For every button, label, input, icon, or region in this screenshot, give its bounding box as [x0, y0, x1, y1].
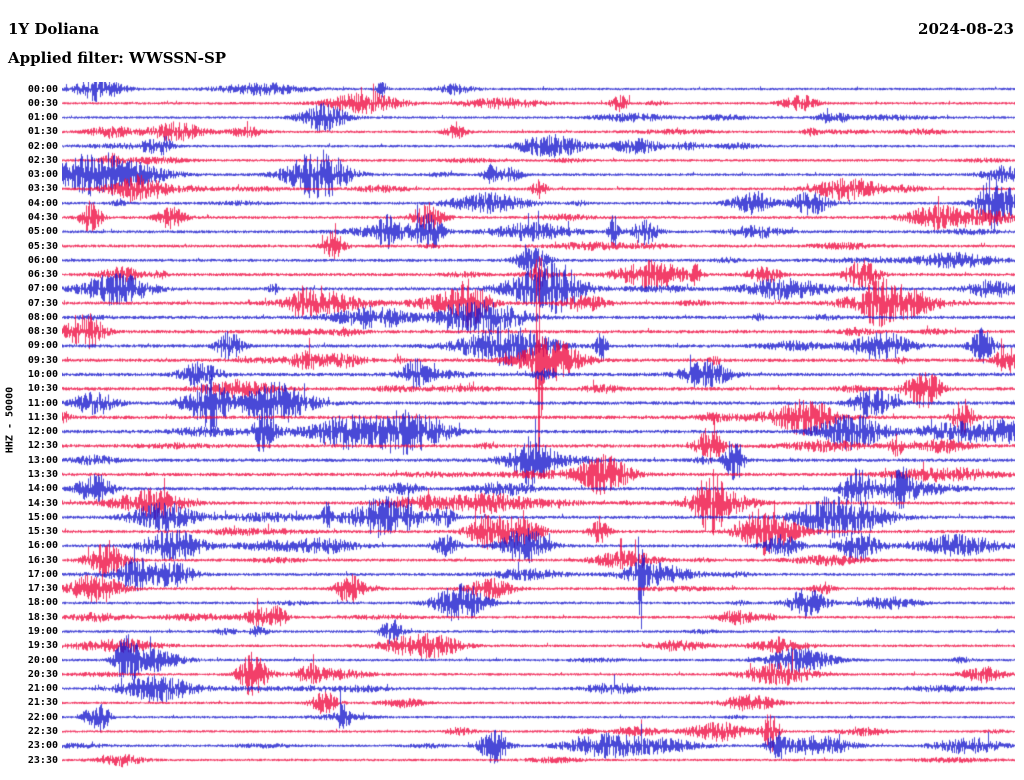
- time-label: 02:30: [27, 154, 58, 166]
- time-label: 14:30: [27, 497, 58, 509]
- time-label: 09:30: [27, 354, 58, 366]
- date-label: 2024-08-23: [918, 20, 1014, 38]
- time-label: 18:30: [27, 611, 58, 623]
- time-label: 06:30: [27, 269, 58, 281]
- time-label: 03:30: [27, 183, 58, 195]
- time-label: 16:00: [27, 540, 58, 552]
- time-label: 08:30: [27, 326, 58, 338]
- time-label: 23:00: [27, 740, 58, 752]
- time-label: 07:00: [27, 283, 58, 295]
- time-label: 23:30: [27, 754, 58, 766]
- time-label: 03:00: [27, 169, 58, 181]
- time-label: 22:00: [27, 711, 58, 723]
- time-label: 14:00: [27, 483, 58, 495]
- time-label: 22:30: [27, 725, 58, 737]
- seismogram-canvas: [62, 82, 1015, 772]
- time-label: 07:30: [27, 297, 58, 309]
- time-label: 19:30: [27, 640, 58, 652]
- time-label: 10:00: [27, 369, 58, 381]
- y-axis-label: HHZ - 50000: [4, 386, 16, 454]
- time-label: 13:30: [27, 468, 58, 480]
- station-title: 1Y Doliana: [8, 20, 100, 38]
- time-label: 06:00: [27, 254, 58, 266]
- time-label: 04:30: [27, 211, 58, 223]
- time-label: 15:00: [27, 511, 58, 523]
- time-label: 17:30: [27, 583, 58, 595]
- time-label: 02:00: [27, 140, 58, 152]
- time-label: 09:00: [27, 340, 58, 352]
- time-label: 19:00: [27, 626, 58, 637]
- time-label: 11:30: [27, 411, 58, 423]
- time-label: 04:00: [27, 197, 58, 209]
- time-label: 08:00: [27, 311, 58, 323]
- time-label: 05:30: [27, 240, 58, 252]
- time-label: 20:00: [27, 654, 58, 666]
- time-label: 12:30: [27, 440, 58, 452]
- time-label: 20:30: [27, 668, 58, 680]
- filter-label: Applied filter: WWSSN-SP: [8, 49, 227, 67]
- time-label: 21:00: [27, 683, 58, 695]
- time-label: 17:00: [27, 568, 58, 580]
- time-label: 15:30: [27, 526, 58, 538]
- time-label: 18:00: [27, 597, 58, 609]
- time-label: 01:30: [27, 126, 58, 138]
- time-label: 11:00: [27, 397, 58, 409]
- time-label: 13:00: [27, 454, 58, 466]
- time-label: 05:00: [27, 226, 58, 238]
- time-label: 16:30: [27, 554, 58, 566]
- time-label: 10:30: [27, 383, 58, 395]
- time-label: 21:30: [27, 697, 58, 709]
- time-label: 00:00: [27, 83, 58, 95]
- time-label: 12:00: [27, 426, 58, 438]
- time-label: 01:00: [27, 112, 58, 124]
- time-label: 00:30: [27, 97, 58, 109]
